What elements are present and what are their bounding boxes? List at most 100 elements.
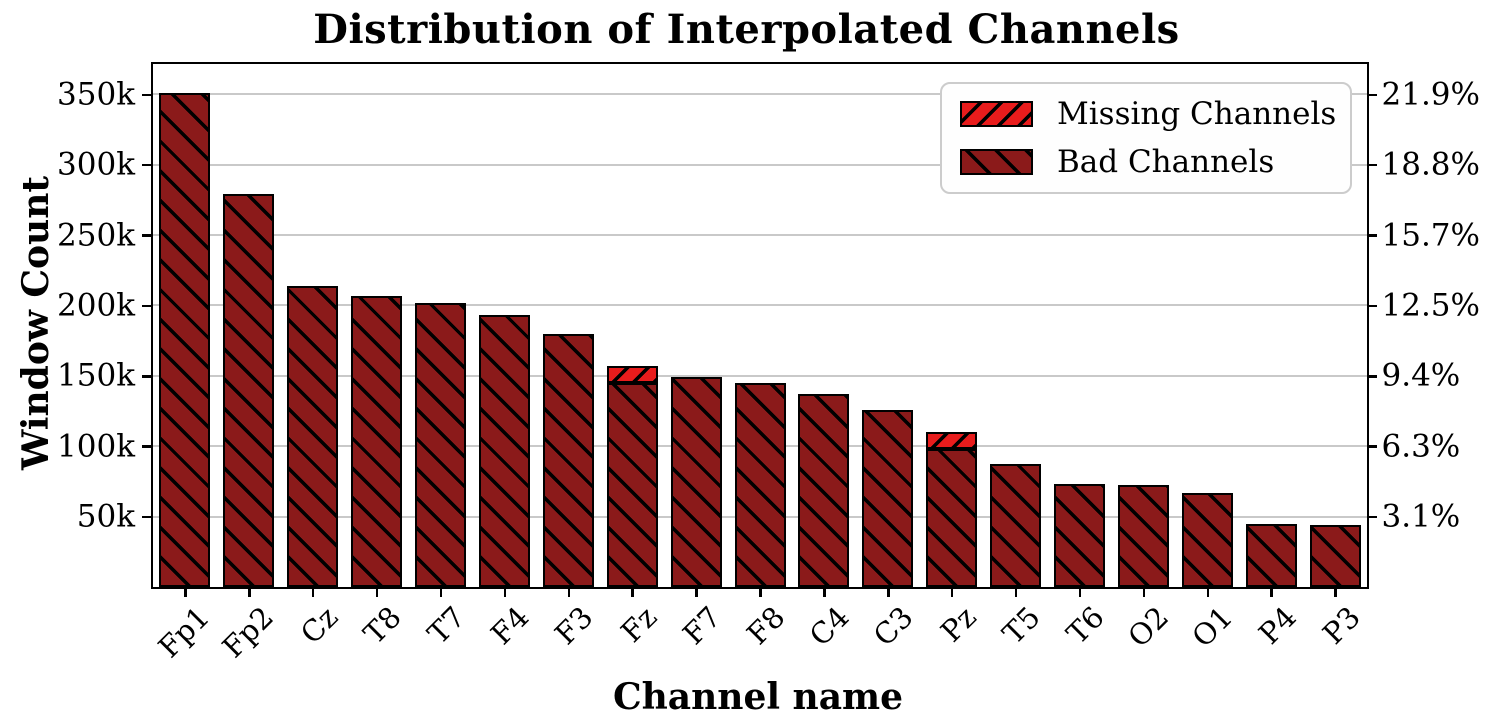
x-tick-label-O1: O1	[1184, 599, 1239, 654]
y-tick-mark	[142, 445, 151, 448]
pct-tick-label-6.3%: 6.3%	[1381, 428, 1461, 465]
bar-T6-bad	[1053, 484, 1105, 587]
x-tick-label-F8: F8	[740, 599, 792, 651]
y-tick-mark	[142, 234, 151, 237]
bar-Fz-bad	[606, 382, 658, 587]
y-tick-mark	[142, 93, 151, 97]
bar-F7-bad	[670, 377, 722, 587]
x-tick-mark	[1334, 587, 1337, 597]
y-tick-label-300k: 300k	[57, 146, 135, 183]
chart-title: Distribution of Interpolated Channels	[313, 6, 1180, 53]
x-tick-mark	[503, 587, 507, 597]
pct-tick-label-12.5%: 12.5%	[1381, 287, 1480, 324]
y-tick-label-350k: 350k	[57, 76, 135, 113]
missing-channels-swatch-icon	[960, 101, 1033, 127]
pct-tick-label-3.1%: 3.1%	[1381, 498, 1461, 535]
pct-tick-mark	[1367, 163, 1377, 167]
pct-tick-label-15.7%: 15.7%	[1381, 217, 1480, 254]
bar-O1-bad	[1181, 493, 1233, 587]
bar-Pz-missing	[926, 432, 978, 450]
x-tick-label-F3: F3	[548, 599, 600, 651]
x-tick-mark	[1142, 587, 1146, 597]
legend: Missing Channels Bad Channels	[940, 82, 1352, 194]
x-tick-label-P4: P4	[1251, 599, 1303, 651]
gridline-300k	[153, 163, 1367, 166]
bar-Fz-missing	[606, 365, 658, 383]
x-tick-mark	[1270, 587, 1273, 597]
x-tick-label-C4: C4	[802, 599, 856, 653]
pct-tick-label-9.4%: 9.4%	[1381, 357, 1461, 394]
x-tick-mark	[375, 587, 379, 597]
x-tick-label-T8: T8	[357, 599, 409, 651]
x-tick-label-C3: C3	[866, 599, 920, 653]
gridline-150k	[153, 374, 1367, 377]
pct-tick-mark	[1367, 515, 1377, 519]
x-tick-label-Cz: Cz	[293, 599, 345, 650]
y-axis-label: Window Count	[15, 176, 57, 470]
y-tick-label-50k: 50k	[76, 498, 135, 535]
gridline-350k	[153, 93, 1367, 96]
x-tick-mark	[950, 587, 954, 597]
bar-T7-bad	[415, 302, 467, 587]
x-tick-mark	[823, 587, 826, 597]
x-tick-label-F4: F4	[484, 599, 536, 651]
x-tick-label-T7: T7	[421, 599, 472, 651]
x-tick-mark	[439, 587, 443, 597]
x-tick-label-Pz: Pz	[934, 599, 984, 649]
legend-label: Bad Channels	[1057, 144, 1275, 180]
x-tick-mark	[248, 587, 251, 597]
x-tick-mark	[759, 587, 762, 597]
bar-O2-bad	[1117, 484, 1169, 587]
x-tick-mark	[1206, 587, 1209, 597]
pct-tick-mark	[1367, 375, 1377, 378]
x-tick-label-Fz: Fz	[614, 599, 664, 649]
gridline-250k	[153, 234, 1367, 237]
x-tick-mark	[1078, 587, 1082, 597]
pct-tick-mark	[1367, 93, 1377, 97]
y-tick-mark	[142, 515, 151, 519]
x-tick-label-Fp1: Fp1	[151, 599, 217, 664]
x-tick-label-P3: P3	[1315, 599, 1367, 651]
pct-tick-mark	[1367, 304, 1377, 308]
pct-tick-mark	[1367, 445, 1377, 448]
bar-C3-bad	[862, 409, 914, 587]
y-tick-label-150k: 150k	[57, 357, 135, 394]
x-tick-label-Fp2: Fp2	[215, 599, 281, 664]
y-tick-label-250k: 250k	[57, 217, 135, 254]
y-tick-label-100k: 100k	[57, 428, 135, 465]
x-tick-mark	[184, 587, 187, 597]
bar-Fp1-bad	[159, 92, 211, 587]
bar-Pz-bad	[926, 449, 978, 587]
bar-C4-bad	[798, 394, 850, 587]
x-axis-label: Channel name	[612, 676, 904, 718]
y-tick-mark	[142, 163, 151, 167]
y-tick-mark	[142, 304, 151, 308]
x-tick-mark	[887, 587, 890, 597]
bar-F8-bad	[734, 382, 786, 587]
bar-F4-bad	[478, 315, 530, 587]
bar-T8-bad	[351, 295, 403, 587]
x-tick-mark	[1014, 587, 1018, 597]
bar-Cz-bad	[287, 285, 339, 587]
x-tick-mark	[567, 587, 571, 597]
x-tick-mark	[695, 587, 698, 597]
x-tick-mark	[311, 587, 315, 597]
pct-tick-mark	[1367, 234, 1377, 237]
bar-P3-bad	[1309, 525, 1361, 587]
x-tick-label-T6: T6	[1060, 599, 1111, 651]
bar-P4-bad	[1245, 523, 1297, 587]
legend-entry-missing-channels: Missing Channels	[960, 97, 1336, 131]
x-tick-label-O2: O2	[1120, 599, 1175, 654]
y-tick-label-200k: 200k	[57, 287, 135, 324]
gridline-200k	[153, 304, 1367, 307]
x-tick-mark	[631, 587, 634, 597]
pct-tick-label-18.8%: 18.8%	[1381, 146, 1480, 183]
bar-Fp2-bad	[223, 194, 275, 587]
y-tick-mark	[142, 375, 151, 378]
legend-entry-bad-channels: Bad Channels	[960, 145, 1332, 179]
legend-label: Missing Channels	[1057, 96, 1337, 132]
x-tick-label-T5: T5	[996, 599, 1048, 651]
x-tick-label-F7: F7	[676, 599, 728, 651]
bar-F3-bad	[542, 333, 594, 587]
